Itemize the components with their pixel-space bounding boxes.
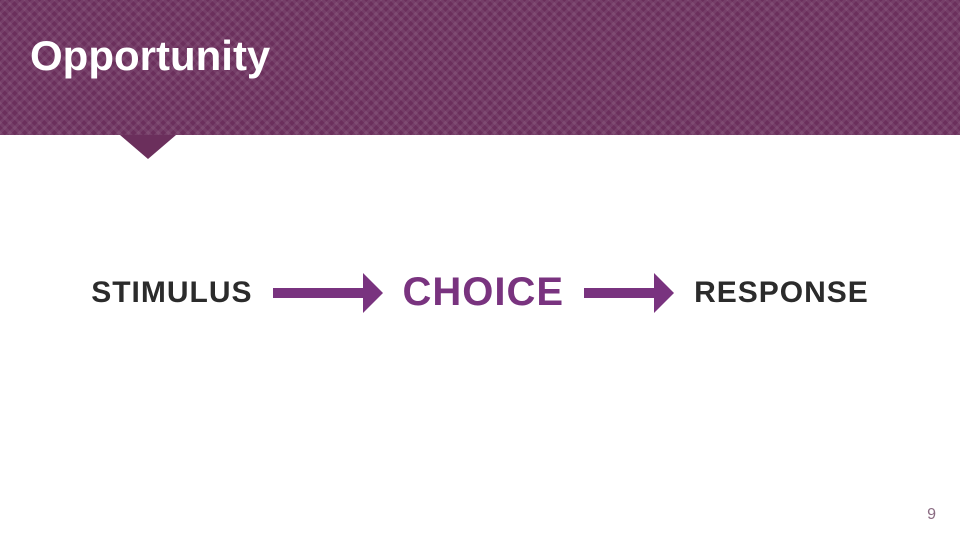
flow-node-stimulus: STIMULUS: [91, 276, 252, 310]
header-notch: [120, 135, 176, 159]
arrow-icon: [584, 273, 674, 313]
slide-title: Opportunity: [30, 32, 270, 80]
flow-node-response: RESPONSE: [694, 276, 869, 310]
arrow-icon: [273, 273, 383, 313]
header-banner: Opportunity: [0, 0, 960, 135]
flow-node-choice: CHOICE: [403, 270, 565, 315]
page-number: 9: [927, 506, 936, 524]
flow-diagram: STIMULUS CHOICE RESPONSE: [0, 270, 960, 315]
